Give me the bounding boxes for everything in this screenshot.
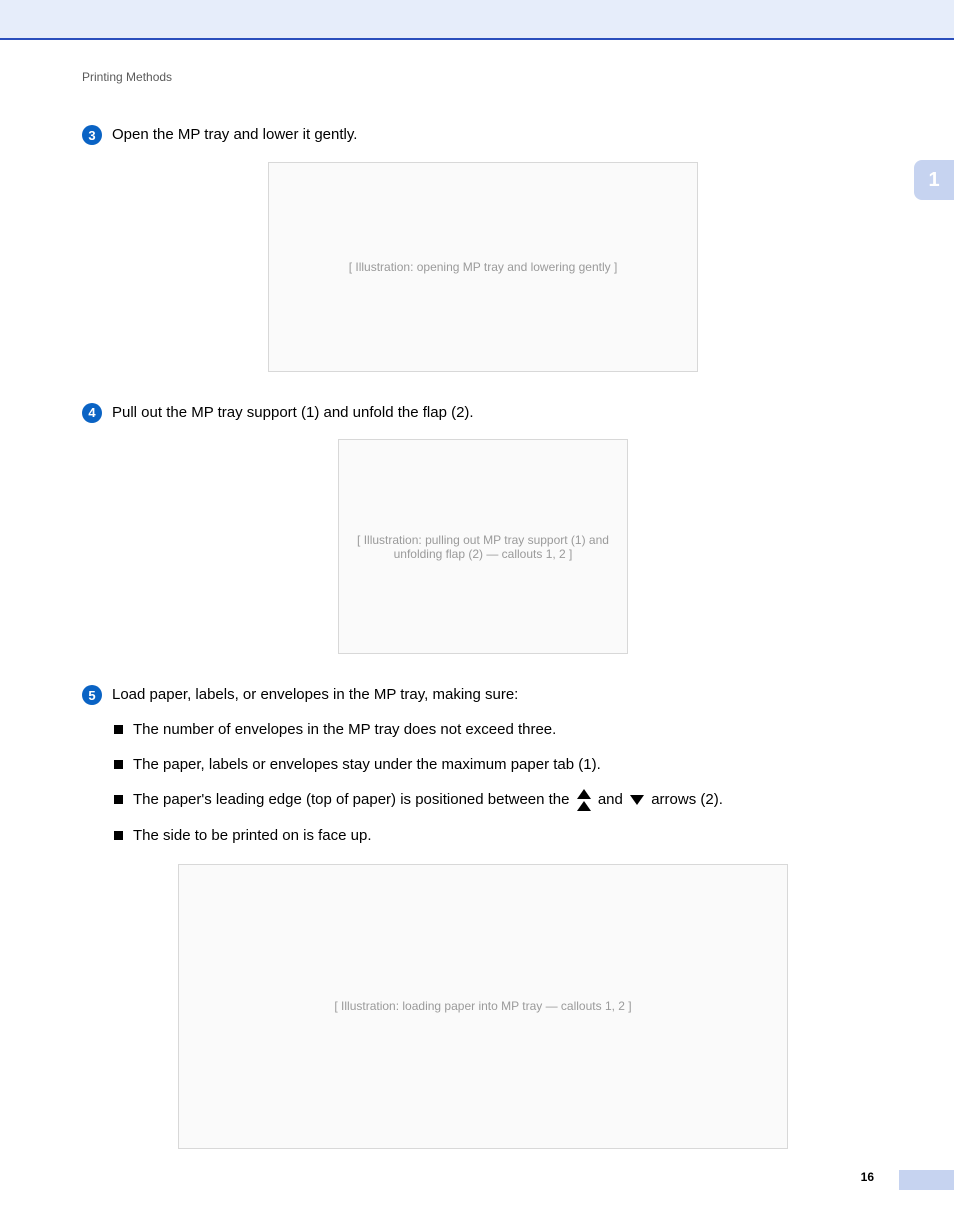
bullet-text: The paper's leading edge (top of paper) … bbox=[133, 789, 723, 811]
step-5-text: Load paper, labels, or envelopes in the … bbox=[112, 684, 518, 707]
square-bullet-icon bbox=[114, 725, 123, 734]
illustration-placeholder: [ Illustration: opening MP tray and lowe… bbox=[268, 162, 698, 372]
footer-tab bbox=[899, 1170, 954, 1190]
step-4: 4 Pull out the MP tray support (1) and u… bbox=[82, 402, 884, 425]
step-4-text: Pull out the MP tray support (1) and unf… bbox=[112, 402, 474, 425]
list-item: The number of envelopes in the MP tray d… bbox=[114, 719, 884, 740]
square-bullet-icon bbox=[114, 831, 123, 840]
step-3: 3 Open the MP tray and lower it gently. bbox=[82, 124, 884, 147]
step-number-badge: 3 bbox=[82, 125, 102, 145]
list-item: The side to be printed on is face up. bbox=[114, 825, 884, 846]
figure-step-5: [ Illustration: loading paper into MP tr… bbox=[82, 864, 884, 1149]
down-arrow-icon bbox=[630, 795, 644, 805]
chapter-tab: 1 bbox=[914, 160, 954, 200]
list-item: The paper, labels or envelopes stay unde… bbox=[114, 754, 884, 775]
illustration-placeholder: [ Illustration: pulling out MP tray supp… bbox=[338, 439, 628, 654]
header-band bbox=[0, 0, 954, 40]
figure-step-4: [ Illustration: pulling out MP tray supp… bbox=[82, 439, 884, 654]
up-arrows-icon bbox=[577, 789, 591, 811]
breadcrumb: Printing Methods bbox=[82, 70, 884, 84]
square-bullet-icon bbox=[114, 760, 123, 769]
figure-step-3: [ Illustration: opening MP tray and lowe… bbox=[82, 162, 884, 372]
list-item: The paper's leading edge (top of paper) … bbox=[114, 789, 884, 811]
step-number-badge: 5 bbox=[82, 685, 102, 705]
step-number-badge: 4 bbox=[82, 403, 102, 423]
step-5-bullets: The number of envelopes in the MP tray d… bbox=[114, 719, 884, 846]
bullet-text: The paper, labels or envelopes stay unde… bbox=[133, 754, 601, 775]
page-body: Printing Methods 3 Open the MP tray and … bbox=[0, 40, 954, 1149]
square-bullet-icon bbox=[114, 795, 123, 804]
illustration-placeholder: [ Illustration: loading paper into MP tr… bbox=[178, 864, 788, 1149]
step-3-text: Open the MP tray and lower it gently. bbox=[112, 124, 357, 147]
bullet-text: The side to be printed on is face up. bbox=[133, 825, 371, 846]
step-5: 5 Load paper, labels, or envelopes in th… bbox=[82, 684, 884, 707]
bullet-text: The number of envelopes in the MP tray d… bbox=[133, 719, 556, 740]
page-number: 16 bbox=[861, 1170, 874, 1184]
